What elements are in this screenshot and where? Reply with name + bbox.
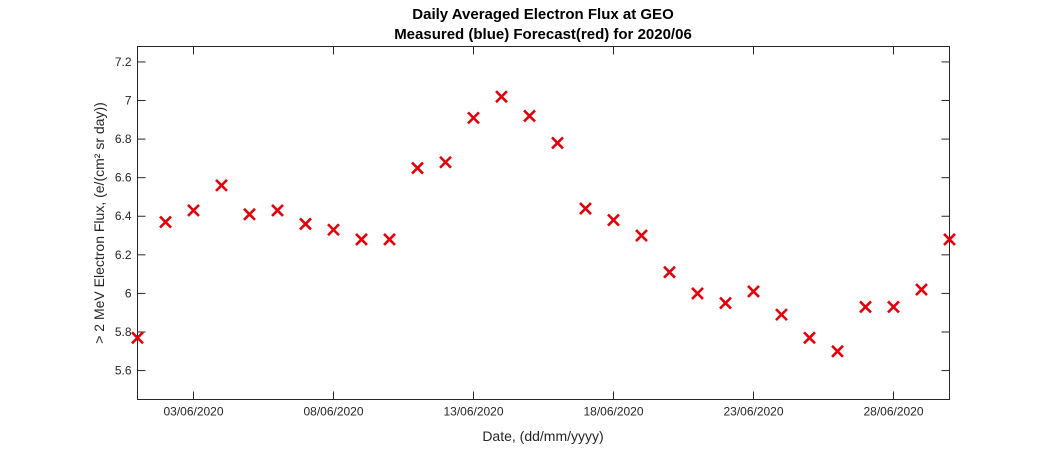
x-tick-label: 28/06/2020	[863, 405, 923, 419]
data-point-marker	[523, 109, 536, 123]
data-point-marker	[411, 161, 424, 175]
data-point-marker	[355, 232, 368, 246]
y-tick-label: 7.2	[115, 55, 132, 69]
data-point-marker	[495, 90, 508, 104]
data-point-marker	[271, 204, 284, 217]
data-point-marker	[159, 215, 172, 229]
data-point-marker	[803, 331, 816, 345]
y-axis-ticks: 5.6 5.8 6 6.2 6.4 6.6 6.8 7 7.2	[115, 55, 950, 378]
data-point-marker	[663, 265, 676, 279]
data-point-marker	[467, 111, 480, 125]
data-point-marker	[887, 300, 900, 314]
chart-title: Daily Averaged Electron Flux at GEO	[412, 6, 674, 23]
y-tick-label: 6	[125, 286, 132, 300]
plot-frame	[137, 46, 950, 400]
data-point-marker	[719, 296, 732, 310]
data-point-marker	[439, 155, 452, 169]
x-tick-label: 18/06/2020	[583, 405, 643, 419]
y-tick-label: 7	[125, 94, 132, 108]
data-point-marker	[635, 229, 648, 242]
data-point-marker	[859, 300, 872, 314]
y-axis-label: > 2 MeV Electron Flux, (e/(cm² sr day))	[91, 102, 107, 344]
data-point-marker	[131, 331, 144, 345]
x-tick-label: 13/06/2020	[443, 405, 503, 419]
y-tick-label: 5.8	[115, 325, 132, 339]
data-point-marker	[775, 308, 788, 322]
x-axis-ticks: 03/06/2020 08/06/2020 13/06/2020 18/06/2020…	[163, 46, 924, 419]
data-point-marker	[383, 232, 396, 246]
data-point-marker	[943, 232, 956, 246]
data-point-marker	[215, 178, 228, 192]
y-tick-label: 5.6	[115, 364, 132, 378]
x-tick-label: 03/06/2020	[163, 405, 223, 419]
x-axis-label: Date, (dd/mm/yyyy)	[482, 428, 603, 444]
data-point-marker	[831, 344, 844, 358]
data-point-marker	[551, 136, 564, 150]
data-point-marker	[243, 207, 256, 221]
chart-subtitle: Measured (blue) Forecast(red) for 2020/0…	[394, 26, 692, 43]
data-point-marker	[747, 285, 760, 298]
data-series	[131, 90, 956, 358]
x-tick-label: 08/06/2020	[303, 405, 363, 419]
y-tick-label: 6.6	[115, 171, 132, 185]
y-tick-label: 6.2	[115, 248, 132, 262]
data-point-marker	[691, 286, 704, 300]
data-point-marker	[187, 204, 200, 217]
data-point-marker	[327, 223, 340, 237]
y-tick-label: 6.4	[115, 209, 132, 223]
data-point-marker	[915, 283, 928, 296]
x-tick-label: 23/06/2020	[723, 405, 783, 419]
data-point-marker	[579, 202, 592, 215]
data-point-marker	[299, 217, 312, 231]
data-point-marker	[607, 213, 620, 227]
y-tick-label: 6.8	[115, 132, 132, 146]
